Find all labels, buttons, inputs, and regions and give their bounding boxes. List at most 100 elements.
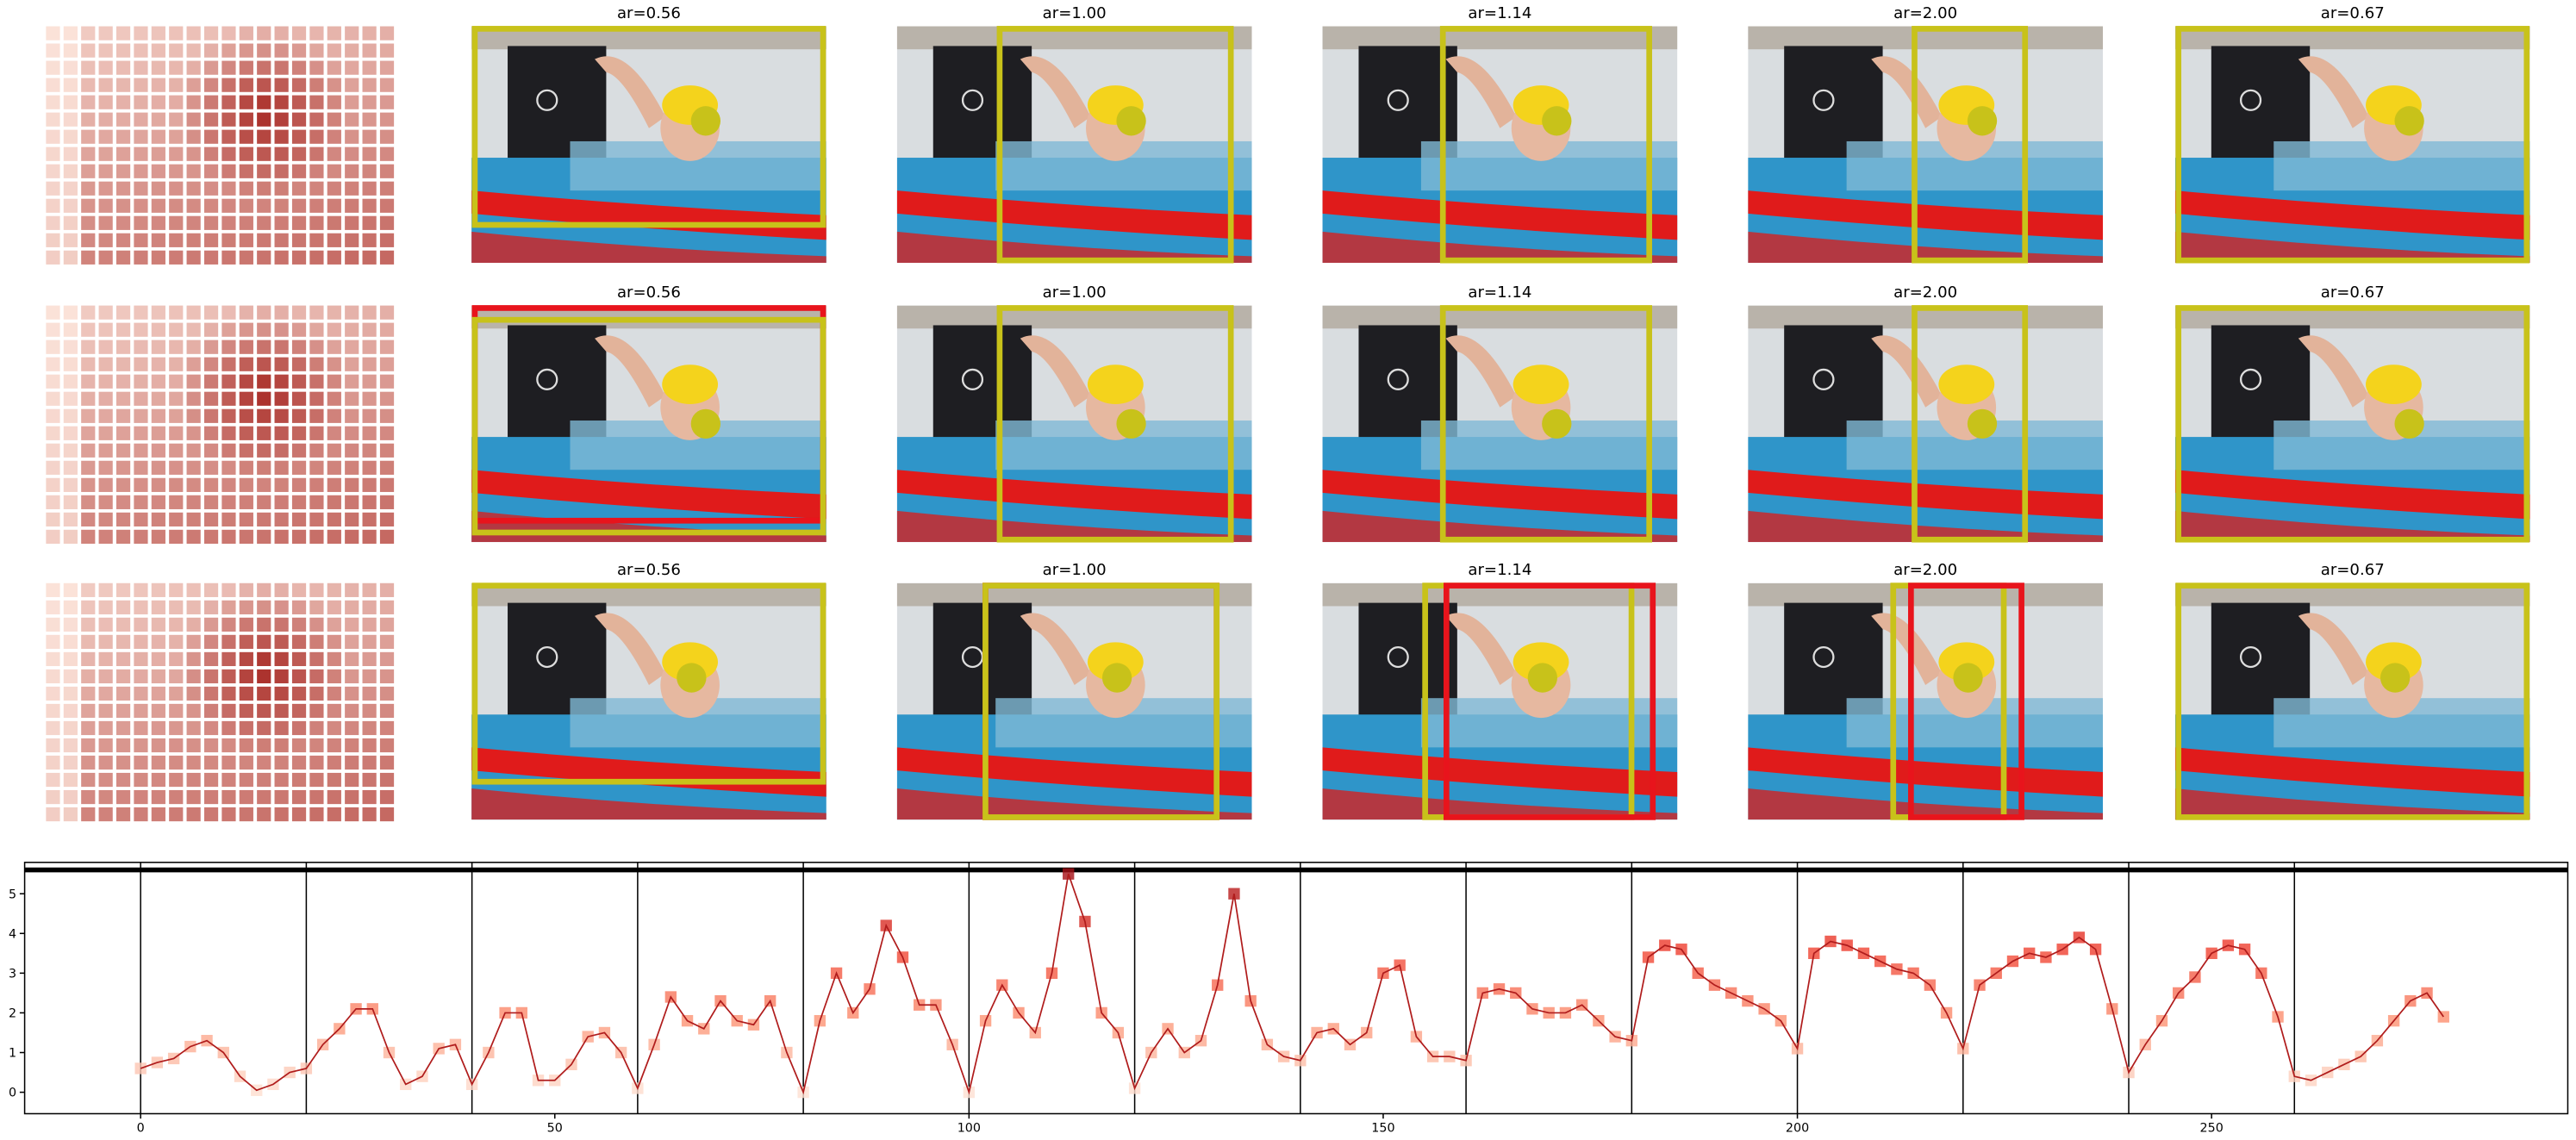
heat-cell: [186, 634, 201, 649]
heat-cell: [151, 250, 165, 265]
heat-cell: [257, 477, 271, 492]
heat-cell: [345, 26, 359, 40]
heat-cell: [327, 181, 341, 196]
heat-cell: [257, 164, 271, 178]
heat-cell: [274, 322, 289, 337]
heat-cell: [115, 477, 131, 492]
heat-cell: [115, 164, 131, 178]
heat-cell: [46, 426, 60, 440]
heat-cell: [186, 408, 201, 423]
heat-cell: [98, 617, 113, 632]
x-tick-label: 0: [137, 1121, 145, 1135]
heat-cell: [63, 146, 78, 161]
heat-cell: [291, 443, 307, 458]
heat-cell: [134, 43, 148, 58]
heat-cell: [379, 582, 395, 597]
photo-panel: ar=0.67: [2174, 283, 2530, 543]
heat-cell: [309, 78, 324, 92]
heat-cell: [63, 357, 78, 371]
heat-cell: [81, 582, 96, 597]
heat-cell: [239, 322, 253, 337]
box: [1439, 305, 1652, 543]
heat-cell: [134, 164, 148, 178]
heat-cell: [169, 78, 184, 92]
heat-cell: [115, 374, 131, 389]
heat-cell: [239, 250, 253, 265]
heat-cell: [115, 129, 131, 144]
heat-cell: [134, 738, 148, 753]
marker-dot: [2380, 663, 2411, 693]
marker-dot: [2394, 408, 2424, 439]
heat-cell: [309, 181, 324, 196]
heat-cell: [257, 738, 271, 753]
heat-cell: [63, 233, 78, 247]
heat-cell: [46, 78, 60, 92]
heat-cell: [134, 460, 148, 475]
heat-cell: [151, 129, 165, 144]
heat-cell: [63, 43, 78, 58]
heat-cell: [379, 181, 395, 196]
heat-cell: [274, 477, 289, 492]
heat-cell: [186, 43, 201, 58]
heat-cell: [327, 305, 341, 320]
heat-cell: [203, 215, 219, 230]
heat-cell: [345, 686, 359, 701]
heat-cell: [134, 129, 148, 144]
heat-cell: [46, 460, 60, 475]
heat-cell: [309, 146, 324, 161]
marker-dot: [677, 663, 707, 693]
heat-cell: [46, 164, 60, 178]
heat-cell: [115, 391, 131, 406]
heat-cell: [274, 198, 289, 213]
heat-cell: [203, 634, 219, 649]
panel-grid: ar=0.56 ar=1.00 ar=1.14 ar=2.00 ar=0.67 ar=0.…: [46, 4, 2530, 822]
heat-cell: [379, 112, 395, 127]
heat-cell: [362, 215, 377, 230]
heat-cell: [362, 374, 377, 389]
marker-dot: [1953, 663, 1983, 693]
heat-cell: [379, 322, 395, 337]
y-tick-label: 0: [9, 1087, 16, 1100]
heat-cell: [46, 807, 60, 822]
heat-cell: [239, 426, 253, 440]
heat-cell: [379, 529, 395, 544]
heat-cell: [327, 669, 341, 684]
photo-panel: ar=1.00: [896, 4, 1252, 264]
heat-cell: [379, 357, 395, 371]
line: [140, 873, 2444, 1095]
heat-cell: [186, 181, 201, 196]
panel-title: ar=1.14: [1468, 283, 1531, 302]
heat-cell: [169, 357, 184, 371]
heat-cell: [327, 164, 341, 178]
heat-cell: [186, 477, 201, 492]
heat-cell: [115, 60, 131, 75]
heat-cell: [291, 391, 307, 406]
heat-cell: [362, 600, 377, 614]
box: [471, 316, 826, 536]
heat-cell: [345, 512, 359, 526]
heat-cell: [115, 426, 131, 440]
heat-cell: [345, 426, 359, 440]
heat-cell: [46, 146, 60, 161]
heat-cell: [291, 233, 307, 247]
heat-cell: [221, 582, 236, 597]
photo-panel: ar=1.00: [896, 561, 1252, 820]
heat-cell: [379, 408, 395, 423]
heat-cell: [186, 305, 201, 320]
heat-cell: [63, 340, 78, 354]
heat-cell: [203, 755, 219, 770]
heat-cell: [345, 789, 359, 805]
heat-cell: [134, 60, 148, 75]
heat-cell: [98, 789, 113, 805]
heat-cell: [362, 146, 377, 161]
heat-cell: [309, 738, 324, 753]
heat-cell: [274, 426, 289, 440]
photo: [1322, 305, 1678, 543]
heat-cell: [379, 26, 395, 40]
heat-cell: [203, 738, 219, 753]
heat-cell: [257, 391, 271, 406]
marker-dot: [2394, 106, 2424, 136]
heat-cell: [362, 460, 377, 475]
heat-cell: [221, 340, 236, 354]
